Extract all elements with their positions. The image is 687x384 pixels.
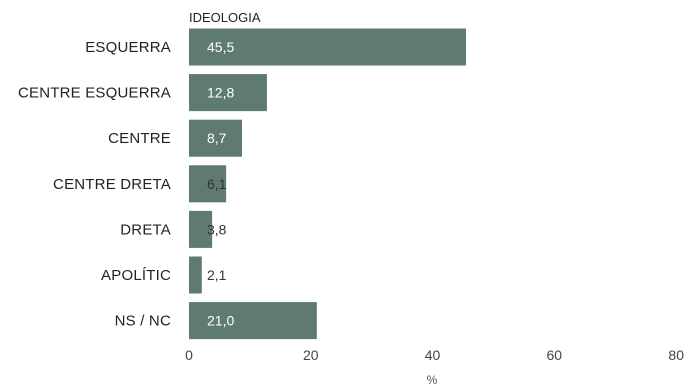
x-tick-label-80: 80	[668, 347, 684, 363]
bar-esquerra	[189, 28, 466, 66]
value-label-apolitic: 2,1	[207, 267, 227, 283]
value-label-ns-nc: 21,0	[207, 313, 234, 329]
category-label-centre: CENTRE	[108, 130, 171, 147]
bar-centre-dreta	[189, 165, 227, 203]
value-label-dreta: 3,8	[207, 221, 227, 237]
value-label-centre-esquerra: 12,8	[207, 85, 234, 101]
category-labels: ESQUERRA CENTRE ESQUERRA CENTRE CENTRE DRET…	[18, 39, 171, 330]
x-tick-label-0: 0	[185, 347, 193, 363]
bar-dreta	[189, 210, 213, 248]
category-label-centre-esquerra: CENTRE ESQUERRA	[18, 85, 171, 102]
value-label-centre-dreta: 6,1	[207, 176, 227, 192]
bar-centre-esquerra	[189, 74, 267, 112]
value-label-esquerra: 45,5	[207, 39, 234, 55]
bar-ns-nc	[189, 302, 317, 340]
bars-group	[189, 28, 466, 340]
x-axis-label: %	[427, 373, 438, 384]
bar-apolitic	[189, 256, 202, 294]
bar-centre	[189, 119, 242, 157]
x-axis-ticks: 0 20 40 60 80	[185, 347, 684, 363]
category-label-esquerra: ESQUERRA	[85, 39, 171, 56]
x-tick-label-60: 60	[546, 347, 562, 363]
value-label-centre: 8,7	[207, 130, 227, 146]
category-label-apolitic: APOLÍTIC	[101, 267, 171, 284]
category-label-dreta: DRETA	[120, 221, 171, 238]
category-label-centre-dreta: CENTRE DRETA	[53, 176, 171, 193]
category-label-ns-nc: NS / NC	[115, 313, 171, 330]
x-tick-label-40: 40	[425, 347, 441, 363]
value-labels: 45,5 12,8 8,7 6,1 3,8 2,1 21,0	[207, 39, 234, 329]
x-tick-label-20: 20	[303, 347, 319, 363]
chart-title: IDEOLOGIA	[189, 10, 261, 25]
